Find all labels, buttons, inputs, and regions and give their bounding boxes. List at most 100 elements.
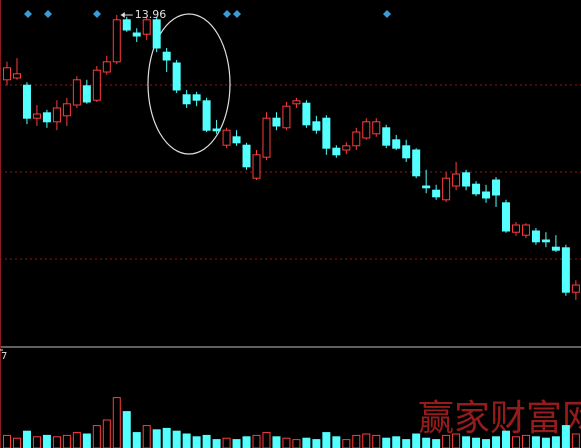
volume-tick-label: 7 bbox=[1, 351, 7, 362]
volume-bar bbox=[222, 437, 231, 448]
volume-bar bbox=[502, 430, 510, 448]
volume-bar bbox=[432, 439, 441, 448]
volume-bar bbox=[362, 433, 371, 448]
candle-body bbox=[502, 202, 510, 232]
candle-body bbox=[262, 117, 271, 158]
candle-body bbox=[372, 121, 381, 135]
volume-bar bbox=[212, 439, 221, 448]
volume-bar bbox=[571, 433, 580, 448]
volume-bar bbox=[82, 433, 91, 448]
volume-bar bbox=[452, 433, 461, 448]
volume-bar bbox=[322, 432, 331, 448]
candle-body bbox=[531, 230, 540, 243]
candle-body bbox=[442, 177, 451, 201]
volume-bar bbox=[92, 425, 101, 448]
candle-body bbox=[561, 247, 570, 293]
candle-body bbox=[132, 32, 141, 37]
signal-markers bbox=[24, 10, 391, 18]
volume-bar bbox=[492, 436, 501, 448]
volume-bar bbox=[252, 434, 261, 448]
volume-bar bbox=[392, 436, 401, 448]
volume-bar bbox=[152, 429, 161, 448]
candle-body bbox=[302, 102, 311, 126]
volume-bar bbox=[342, 439, 351, 448]
volume-bar bbox=[521, 434, 530, 448]
candle-body bbox=[82, 85, 91, 103]
candle-body bbox=[272, 117, 281, 127]
volume-bar bbox=[112, 397, 121, 448]
volume-bar bbox=[262, 432, 271, 448]
volume-bar bbox=[52, 436, 61, 448]
volume-bar bbox=[32, 436, 41, 448]
volume-bar bbox=[272, 436, 281, 448]
volume-bar bbox=[242, 436, 251, 448]
candle-body bbox=[3, 67, 11, 81]
candle-body bbox=[452, 173, 461, 187]
candle-body bbox=[551, 246, 560, 251]
volume-bar bbox=[192, 436, 201, 448]
candle-body bbox=[172, 62, 181, 91]
candle-body bbox=[12, 73, 21, 79]
candle-body bbox=[42, 112, 51, 123]
volume-bar bbox=[302, 437, 311, 448]
volume-bar bbox=[122, 411, 131, 448]
candle-body bbox=[192, 94, 201, 101]
volume-bar bbox=[182, 433, 191, 448]
candle-body bbox=[122, 19, 131, 31]
candle-body bbox=[152, 19, 161, 49]
volume-bar bbox=[402, 439, 411, 448]
candle-body bbox=[222, 129, 231, 146]
candle-body bbox=[571, 284, 580, 293]
high-annotation: 13.96 bbox=[135, 8, 167, 21]
candle-body bbox=[422, 185, 431, 189]
volume-bar bbox=[442, 434, 451, 448]
candle-body bbox=[332, 147, 341, 156]
volume-bar bbox=[332, 436, 341, 448]
volume-bar bbox=[412, 433, 421, 448]
volume-bar bbox=[132, 432, 141, 448]
volume-bar bbox=[531, 436, 540, 448]
volume-bar bbox=[511, 436, 520, 448]
candle-body bbox=[382, 127, 391, 146]
candle-body bbox=[62, 103, 71, 117]
candle-body bbox=[342, 145, 351, 151]
volume-bar bbox=[142, 425, 151, 448]
candle-body bbox=[32, 113, 41, 119]
candle-body bbox=[282, 105, 291, 129]
candle-body bbox=[102, 61, 111, 73]
volume-bar bbox=[162, 427, 171, 448]
candle-body bbox=[162, 51, 171, 61]
volume-bar bbox=[102, 419, 111, 448]
volume-bar bbox=[541, 437, 550, 448]
volume-bar bbox=[292, 439, 301, 448]
volume-bar bbox=[462, 436, 471, 448]
highlight-ellipse bbox=[147, 13, 231, 155]
candle-body bbox=[362, 121, 371, 139]
candle-body bbox=[521, 224, 530, 236]
candle-body bbox=[322, 117, 331, 149]
candle-body bbox=[511, 224, 520, 233]
volume-bar bbox=[172, 430, 181, 448]
candle-body bbox=[432, 189, 441, 198]
candle-body bbox=[242, 144, 251, 168]
candle-body bbox=[312, 121, 321, 131]
candle-body bbox=[72, 79, 81, 106]
volume-bar bbox=[72, 432, 81, 448]
volume-bar bbox=[422, 437, 431, 448]
volume-bar bbox=[232, 439, 241, 448]
candle-body bbox=[402, 145, 411, 159]
candle-body bbox=[492, 179, 501, 196]
candle-body bbox=[482, 191, 491, 199]
volume-bar bbox=[482, 439, 491, 448]
volume-bar bbox=[22, 430, 31, 448]
volume-bar bbox=[312, 439, 321, 448]
candle-body bbox=[182, 94, 191, 105]
candle-body bbox=[541, 239, 550, 243]
volume-bar bbox=[282, 437, 291, 448]
volume-bar bbox=[12, 437, 21, 448]
volume-bar bbox=[3, 434, 11, 448]
volume-bar bbox=[372, 434, 381, 448]
volume-bar bbox=[62, 434, 71, 448]
candle-body bbox=[462, 172, 471, 187]
